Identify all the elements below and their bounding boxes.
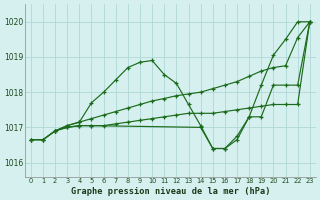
X-axis label: Graphe pression niveau de la mer (hPa): Graphe pression niveau de la mer (hPa)	[71, 187, 270, 196]
